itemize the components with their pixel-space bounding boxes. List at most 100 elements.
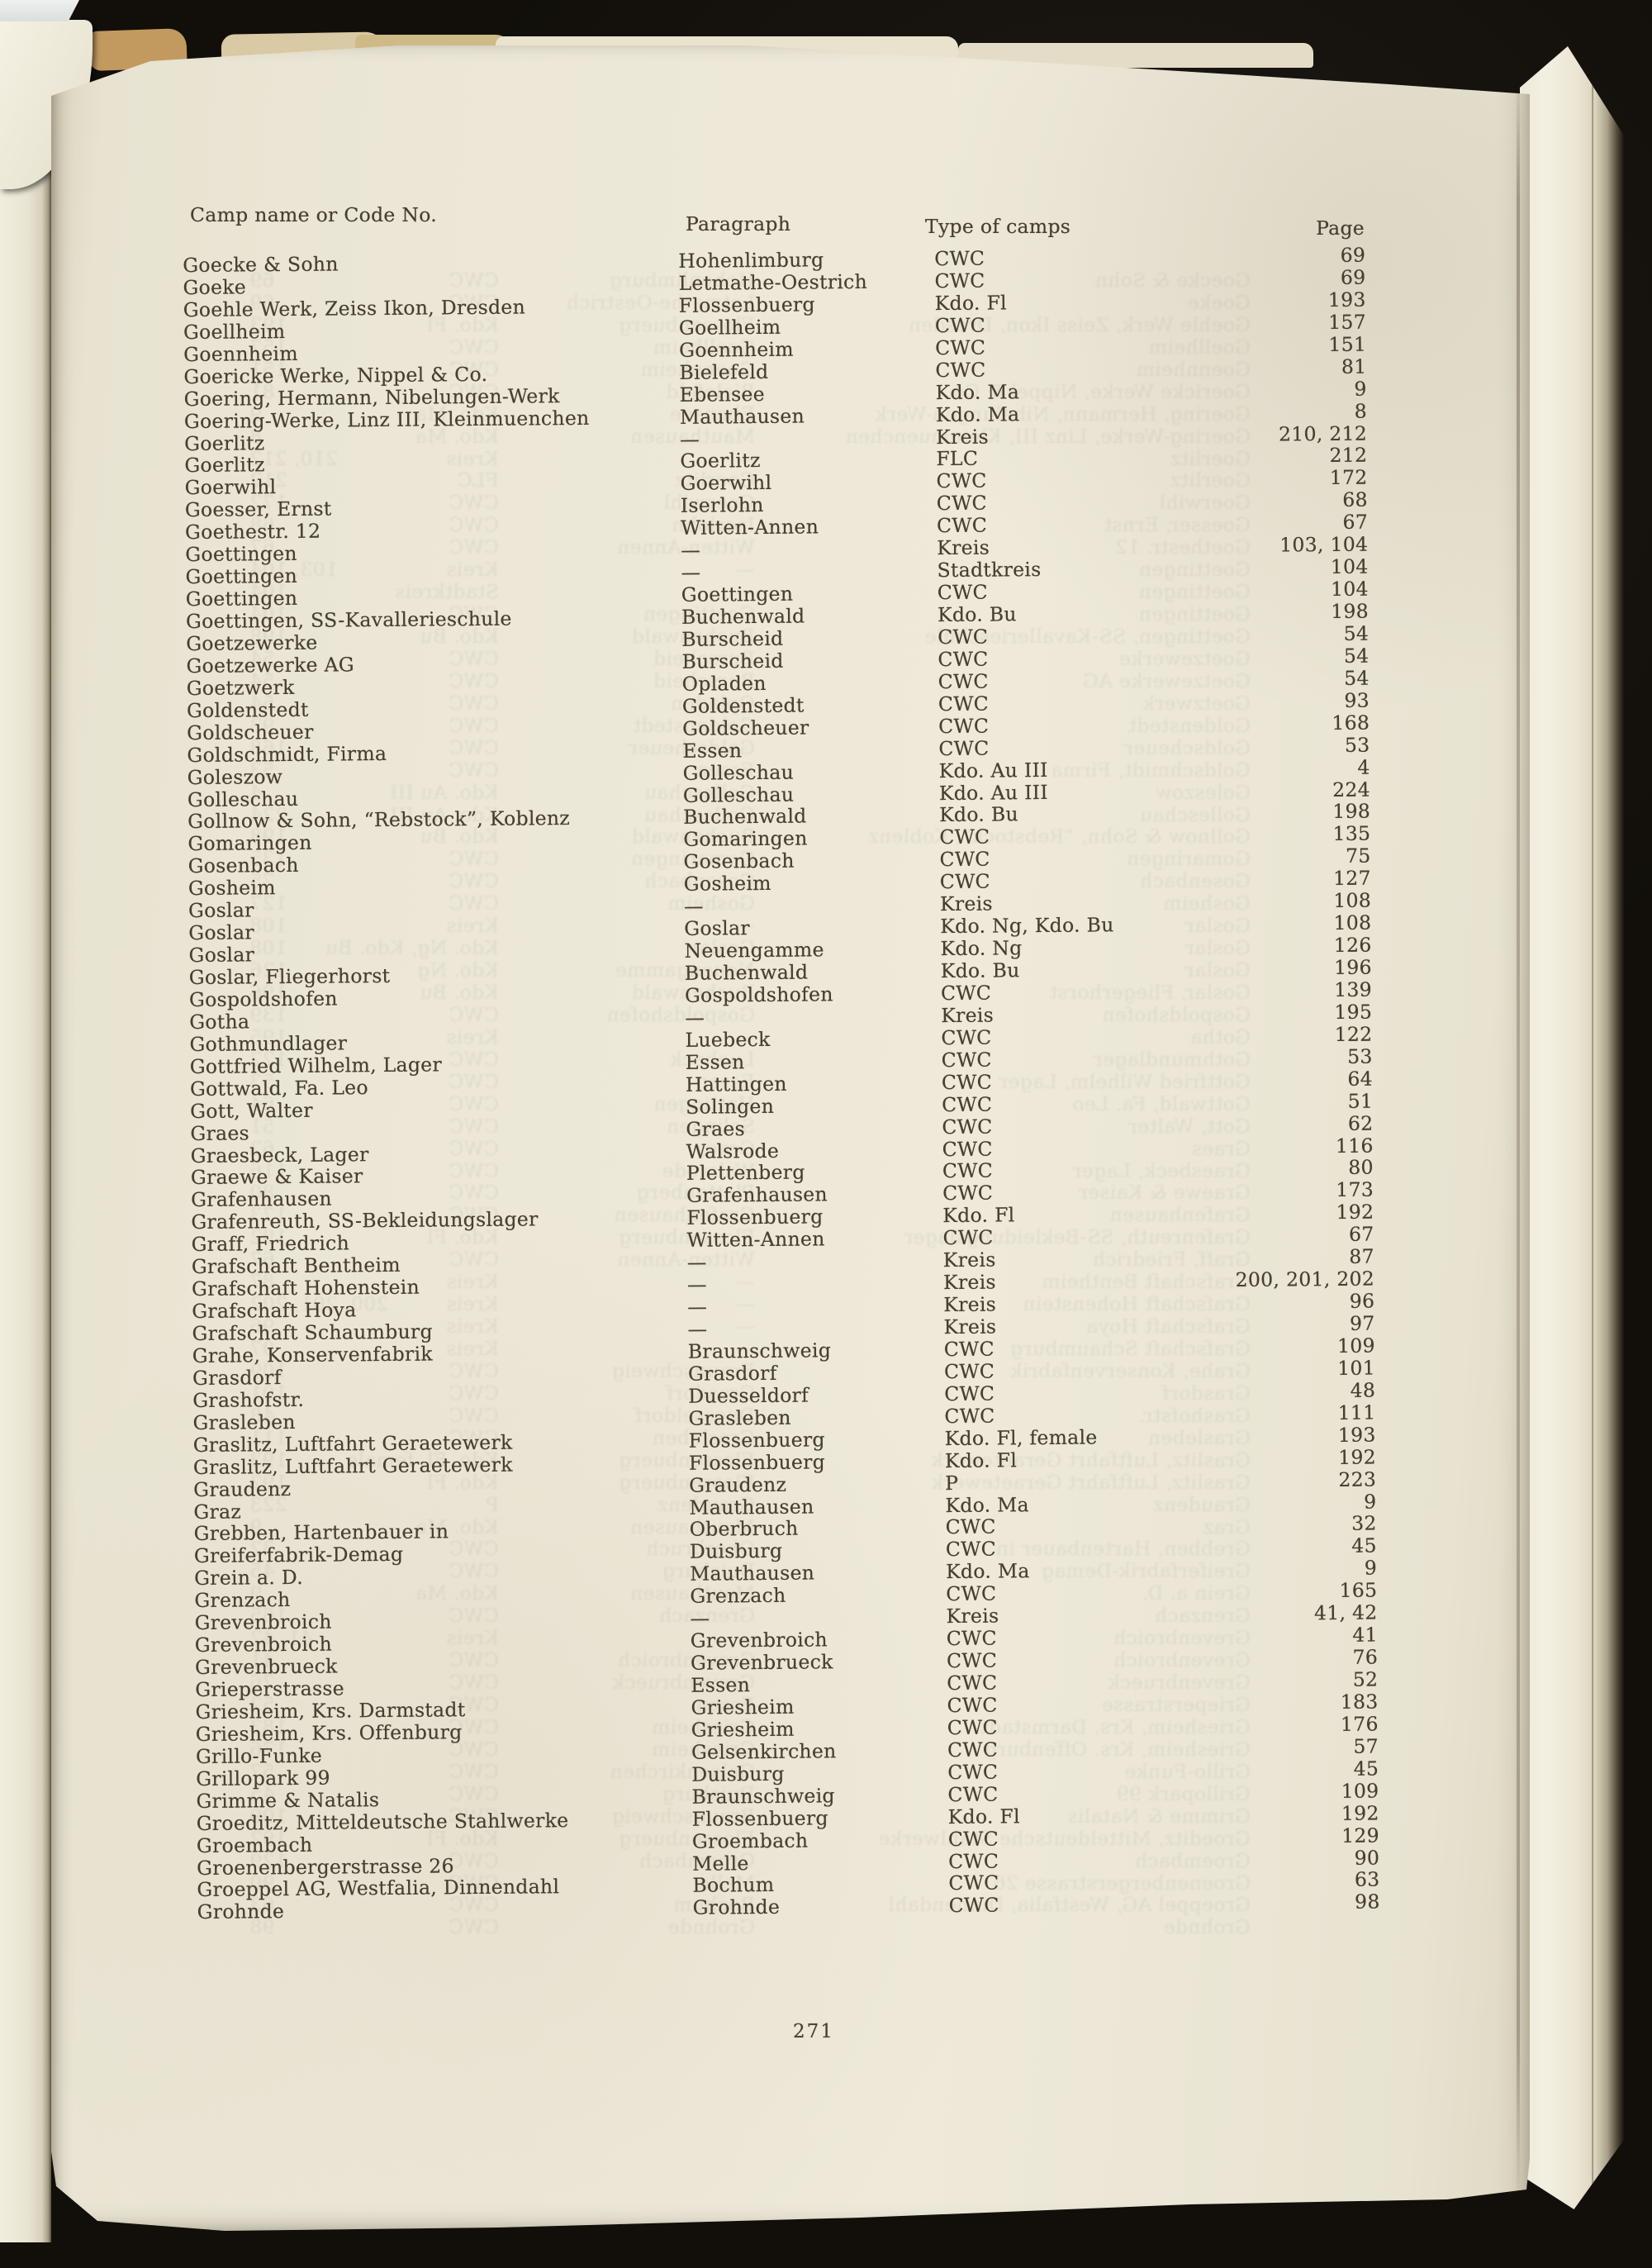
paper-slip-edge xyxy=(0,0,79,21)
camp-type-value: Kreis xyxy=(941,1003,995,1027)
camp-name: Goleszow xyxy=(187,764,283,789)
camp-name: Graewe & Kaiser xyxy=(190,1164,363,1190)
camp-type-value: Kdo. Ma xyxy=(935,402,1020,426)
camp-type-value: CWC xyxy=(934,246,985,271)
page-ref: 53 xyxy=(1347,1044,1373,1068)
camp-type-value: CWC xyxy=(942,1137,993,1161)
camp-type-value: CWC xyxy=(943,1337,995,1362)
page-ref: 9 xyxy=(1354,377,1367,401)
paragraph-value: Luebeck xyxy=(685,1027,771,1052)
camp-name: Gosenbach xyxy=(188,853,299,878)
camp-type-value: CWC xyxy=(936,491,987,516)
paragraph-value: Ebensee xyxy=(679,382,766,407)
page-number: 271 xyxy=(793,2021,834,2042)
page-ref: 108 xyxy=(1333,888,1372,913)
page-ref: 80 xyxy=(1348,1155,1374,1180)
camp-name: Gosheim xyxy=(188,876,276,901)
index-table-body: Goecke & Sohn Hohenlimburg CWC 69 Goeke Letma… xyxy=(51,244,1479,1925)
column-header-page: Page xyxy=(1316,216,1365,240)
camp-type-value: CWC xyxy=(946,1626,997,1651)
page-ref: 67 xyxy=(1342,510,1369,535)
camp-name: Grimme & Natalis xyxy=(196,1787,380,1813)
page-ref: 63 xyxy=(1354,1867,1380,1892)
paragraph-value: — xyxy=(683,894,705,919)
camp-name: Grasdorf xyxy=(192,1365,282,1390)
page-ref: 129 xyxy=(1341,1823,1380,1847)
camp-name: Graes xyxy=(190,1120,250,1145)
camp-type-value: CWC xyxy=(946,1581,997,1606)
page-ref: 52 xyxy=(1352,1667,1379,1691)
paragraph-value: Flossenbuerg xyxy=(691,1805,828,1831)
page-ref: 4 xyxy=(1357,755,1370,779)
page-crease xyxy=(1517,73,1520,2204)
camp-name: Goldenstedt xyxy=(186,697,309,722)
paragraph-value: Burscheid xyxy=(681,649,784,673)
paragraph-value: Mauthausen xyxy=(689,1494,814,1519)
paragraph-value: Duisburg xyxy=(691,1762,785,1786)
camp-name: Grafschaft Schaumburg xyxy=(192,1319,433,1346)
page-ref: 176 xyxy=(1340,1712,1379,1736)
camp-type-value: CWC xyxy=(938,736,990,760)
page-ref: 64 xyxy=(1347,1067,1374,1091)
paragraph-value: Witten-Annen xyxy=(680,515,819,540)
page-ref: 76 xyxy=(1352,1645,1379,1669)
camp-type-value: Kdo. Bu xyxy=(940,958,1020,983)
paragraph-value: — xyxy=(687,1295,708,1319)
camp-name: Goslar xyxy=(188,943,255,968)
page-ref: 48 xyxy=(1350,1378,1376,1402)
camp-type-value: Kreis xyxy=(939,892,993,916)
page-ref: 223 xyxy=(1338,1467,1377,1491)
camp-type-value: CWC xyxy=(939,847,990,872)
page-ref: 104 xyxy=(1330,554,1369,579)
page-ref: 157 xyxy=(1328,310,1367,334)
paragraph-value: Gelsenkirchen xyxy=(691,1739,837,1764)
paragraph-value: Walsrode xyxy=(686,1139,780,1163)
camp-name: Goeke xyxy=(183,275,247,300)
camp-name: Goesser, Ernst xyxy=(184,497,332,522)
paragraph-value: Goellheim xyxy=(678,315,781,340)
page-ref: 210, 212 xyxy=(1278,421,1368,446)
camp-name: Groeppel AG, Westfalia, Dinnendahl xyxy=(197,1875,560,1902)
camp-name: Graudenz xyxy=(193,1476,292,1501)
camp-name: Graff, Friedrich xyxy=(191,1231,350,1257)
camp-type-value: CWC xyxy=(940,981,992,1006)
paragraph-value: Flossenbuerg xyxy=(678,292,815,317)
paragraph-value: Golleschau xyxy=(682,782,795,807)
page-ref: 224 xyxy=(1332,777,1371,801)
page-ref: 195 xyxy=(1334,1000,1373,1024)
camp-type-value: CWC xyxy=(947,1782,999,1806)
paragraph-value: — xyxy=(685,1006,705,1029)
camp-name: Grenzach xyxy=(194,1588,291,1613)
camp-type-value: Kdo. Fl xyxy=(942,1203,1015,1228)
camp-type-value: Kdo. Ma xyxy=(945,1492,1029,1517)
camp-type-value: CWC xyxy=(934,313,986,337)
scanned-page: Goecke & Sohn Hohenlimburg CWC 69 Goeke Letma… xyxy=(51,45,1530,2231)
camp-name: Grevenbrueck xyxy=(194,1654,338,1680)
page-ref: 104 xyxy=(1330,577,1369,601)
page-ref: 151 xyxy=(1328,332,1367,356)
camp-name: Goettingen xyxy=(185,564,298,589)
page-ref: 108 xyxy=(1333,911,1372,935)
camp-name: Gott, Walter xyxy=(190,1098,313,1123)
camp-type-value: CWC xyxy=(943,1359,995,1383)
paragraph-value: Flossenbuerg xyxy=(688,1449,826,1475)
camp-name: Goettingen, SS-Kavallerieschule xyxy=(185,606,512,634)
camp-type-value: CWC xyxy=(938,692,990,716)
camp-name: Grafschaft Bentheim xyxy=(191,1253,401,1279)
camp-type-value: CWC xyxy=(938,714,990,738)
camp-type-value: CWC xyxy=(944,1381,995,1405)
page-ref: 53 xyxy=(1344,733,1370,757)
camp-name: Goetzwerk xyxy=(186,675,295,700)
page-ref: 126 xyxy=(1333,933,1372,958)
paragraph-value: — xyxy=(681,538,701,563)
paragraph-value: Buchenwald xyxy=(683,804,807,830)
camp-type-value: Kdo. Fl xyxy=(947,1804,1021,1828)
page-ref: 81 xyxy=(1341,354,1367,378)
camp-name: Grevenbroich xyxy=(194,1632,333,1657)
camp-type-value: CWC xyxy=(936,513,988,538)
page-ref: 54 xyxy=(1343,621,1370,645)
camp-type-value: Kdo. Fl, female xyxy=(944,1425,1098,1450)
camp-name: Gospoldshofen xyxy=(188,987,338,1011)
page-ref: 101 xyxy=(1337,1356,1376,1380)
camp-type-value: CWC xyxy=(942,1225,994,1250)
